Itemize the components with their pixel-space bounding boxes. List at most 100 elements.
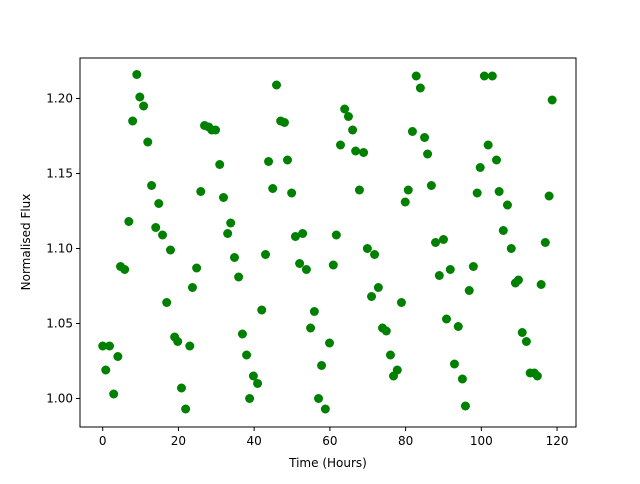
point [434,271,444,280]
point [314,394,324,403]
point [449,359,459,369]
point [468,262,478,271]
point [101,365,111,375]
point [257,305,267,315]
point [173,337,183,346]
y-tick-label: 1.20 [46,92,73,106]
x-tick-label: 0 [99,434,107,448]
point [120,265,130,274]
point [181,404,191,414]
point [400,197,410,207]
point [513,275,523,285]
point [298,229,308,238]
point [381,326,391,336]
point [367,292,377,301]
point [547,95,557,105]
point [328,260,338,270]
point [248,371,258,381]
y-tick-label: 1.10 [46,242,73,256]
point [325,338,335,348]
point [348,125,358,135]
point [128,116,138,126]
point [392,365,402,375]
x-tick-label: 100 [470,434,493,448]
point [431,238,441,247]
x-tick-label: 20 [171,434,186,448]
point [113,352,123,361]
point [109,389,119,399]
point [234,272,244,282]
point [403,185,413,195]
point [237,329,247,339]
point [483,140,493,150]
point [475,163,485,172]
point [287,188,297,198]
point [192,263,202,273]
point [331,230,341,240]
point [154,199,164,208]
x-tick-label: 40 [247,434,262,448]
y-axis-label: Normalised Flux [19,194,33,291]
y-tick-label: 1.00 [46,392,73,406]
point [176,383,186,393]
point [268,184,278,193]
point [158,230,168,240]
point [359,148,369,157]
point [105,341,115,351]
point [245,394,255,403]
point [506,244,516,253]
point [396,298,406,307]
point [135,92,145,102]
point [290,232,300,241]
x-axis-label: Time (Hours) [288,456,367,470]
point [540,238,550,247]
point [279,118,289,127]
point [411,71,421,81]
point [415,83,425,93]
point [457,374,467,384]
point [517,328,527,337]
point [124,217,134,226]
x-tick-label: 60 [322,434,337,448]
point [187,283,197,292]
point [295,259,305,268]
point [498,226,508,235]
point [185,341,195,351]
point [229,253,239,262]
point [445,265,455,274]
point [306,323,316,333]
point [373,283,383,292]
point [351,146,361,156]
point [385,350,395,360]
point [162,298,172,307]
point [132,70,142,79]
point [370,250,380,259]
point [215,160,225,169]
point [423,149,433,159]
point [438,235,448,244]
point [211,125,221,135]
point [343,112,353,121]
point [453,322,463,331]
point [502,200,512,210]
point [196,187,206,196]
y-tick-label: 1.15 [46,167,73,181]
point [494,187,504,196]
point [340,104,350,114]
point [151,223,161,232]
point [532,371,542,381]
point [301,265,311,274]
y-tick-label: 1.05 [46,317,73,331]
point [479,71,489,81]
point [147,181,157,190]
plot-frame [79,57,577,428]
point [143,137,153,147]
point [309,307,319,316]
x-tick-label: 80 [398,434,413,448]
point [544,191,554,201]
point [426,181,436,190]
point [362,244,372,253]
point [442,314,452,324]
point [253,379,263,388]
